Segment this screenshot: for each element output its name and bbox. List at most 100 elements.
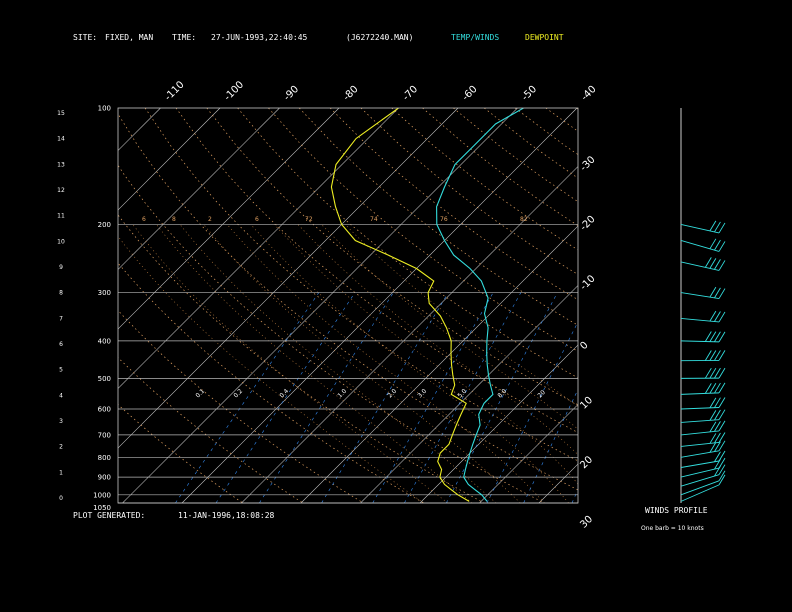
mixing-ratio-label: 20 [536, 389, 546, 399]
isotherm-line [479, 404, 578, 503]
wind-barb-flag [718, 367, 726, 379]
wind-barb-flag [714, 221, 721, 233]
sounding-series [330, 108, 524, 502]
isotherm-line [419, 344, 578, 503]
temp-tick-label-top: -110 [163, 79, 187, 103]
isotherm-line [300, 225, 578, 503]
isotherm-line [118, 108, 221, 211]
mixing-ratio-label: 2.0 [386, 388, 398, 400]
dry-adiabat-line [118, 214, 485, 503]
wind-barb [680, 442, 720, 447]
wind-barb-flag [718, 311, 726, 323]
height-tick-label: 9 [59, 264, 63, 271]
isotherm-line [241, 166, 578, 503]
wind-barb-flag [709, 421, 717, 433]
isotherm-line [0, 108, 42, 503]
plot-background-lines [0, 108, 792, 503]
isotherm-line [122, 108, 518, 503]
pressure-tick-label: 1000 [93, 491, 111, 499]
wind-barb-flag [718, 331, 726, 343]
wind-barb-flag [709, 258, 717, 269]
dry-adiabat-line [360, 108, 578, 275]
temp-tick-label-right: 10 [578, 395, 595, 412]
isotherm-line [118, 108, 161, 151]
wind-barb-flag [709, 286, 717, 298]
site-label: SITE: [73, 33, 97, 42]
time-value: 27-JUN-1993,22:40:45 [211, 33, 308, 42]
wind-barb-flag [714, 350, 721, 361]
mixing-ratio-line [259, 292, 394, 503]
dry-adiabat-label: 6 [142, 216, 146, 223]
wind-barb-flag [718, 474, 726, 486]
dry-adiabat-label: 82 [520, 216, 528, 223]
time-label: TIME: [172, 33, 196, 42]
dry-adiabat-line [118, 113, 578, 491]
temp-tick-label-top: -40 [579, 84, 598, 103]
dry-adiabat-label: 8 [172, 216, 176, 223]
dry-adiabat-line [422, 108, 578, 227]
wind-barb [680, 317, 720, 323]
wind-barb-flag [714, 367, 721, 379]
wind-barb [680, 261, 720, 271]
isotherm-line [0, 108, 101, 503]
wind-barb-flag [704, 367, 712, 379]
wind-barb-flag [709, 331, 717, 342]
temp-tick-label-top: -50 [520, 84, 539, 103]
pressure-tick-label: 500 [98, 375, 111, 383]
wind-barb-flag [718, 409, 726, 420]
wind-barb-flag [718, 432, 726, 443]
dry-adiabat-line [118, 262, 424, 503]
isotherm-line [658, 108, 792, 503]
wind-barb [680, 240, 720, 252]
wind-barb-flag [709, 433, 717, 444]
wind-barb-flag [718, 382, 726, 394]
wind-barb-flag [718, 350, 726, 361]
wind-barb-flag [714, 451, 721, 463]
temp-tick-label-right: 20 [578, 454, 595, 471]
wind-barb [680, 340, 720, 343]
moist-adiabat-line [132, 224, 449, 503]
site-value: FIXED, MAN [105, 33, 153, 42]
dry-adiabat-line [206, 108, 578, 406]
dewpoint-line [330, 108, 470, 502]
height-tick-label: 11 [57, 213, 65, 220]
dry-adiabat-line [514, 108, 578, 155]
wind-barb-flag [718, 260, 726, 271]
isotherm-line [718, 108, 792, 503]
temp-tick-label-top: -90 [282, 84, 301, 103]
height-tick-label: 12 [57, 187, 65, 194]
isotherm-line [599, 108, 792, 503]
height-tick-label: 10 [57, 238, 65, 245]
dry-adiabat-line [118, 164, 545, 503]
height-tick-label: 6 [59, 341, 63, 348]
wind-barb-flag [718, 222, 726, 234]
height-tick-label: 13 [57, 161, 65, 168]
wind-barb [680, 480, 720, 496]
wind-barb-flag [709, 397, 717, 409]
pressure-tick-label: 300 [98, 289, 111, 297]
wind-barb-flag [718, 450, 726, 462]
pressure-tick-label: 800 [98, 454, 111, 462]
wind-barb [680, 484, 720, 502]
mixing-ratio-label: 0.4 [278, 388, 290, 400]
isotherm-line [118, 108, 280, 270]
mixing-ratio-line [446, 292, 558, 503]
mixing-ratio-label: 3.0 [416, 388, 428, 400]
wind-barb-flag [704, 350, 712, 361]
moist-adiabat-line [118, 235, 424, 503]
pressure-tick-label: 400 [98, 337, 111, 345]
moist-adiabat-line [297, 224, 578, 456]
mixing-ratio-line [215, 292, 356, 503]
wind-barb-flag [714, 432, 721, 444]
mixing-ratio-line [372, 292, 494, 503]
temp-tick-label-top: -80 [341, 84, 360, 103]
wind-barb-flag [714, 441, 721, 452]
wind-profile-title: WINDS PROFILE [645, 506, 708, 515]
temp-tick-label-top: -100 [222, 79, 246, 103]
pressure-tick-label: 700 [98, 431, 111, 439]
dry-adiabat-line [118, 357, 304, 503]
isotherm-line [181, 108, 578, 503]
wind-barb-flag [709, 220, 717, 232]
legend-temp-winds: TEMP/WINDS [451, 33, 499, 42]
dry-adiabat-line [453, 108, 578, 203]
